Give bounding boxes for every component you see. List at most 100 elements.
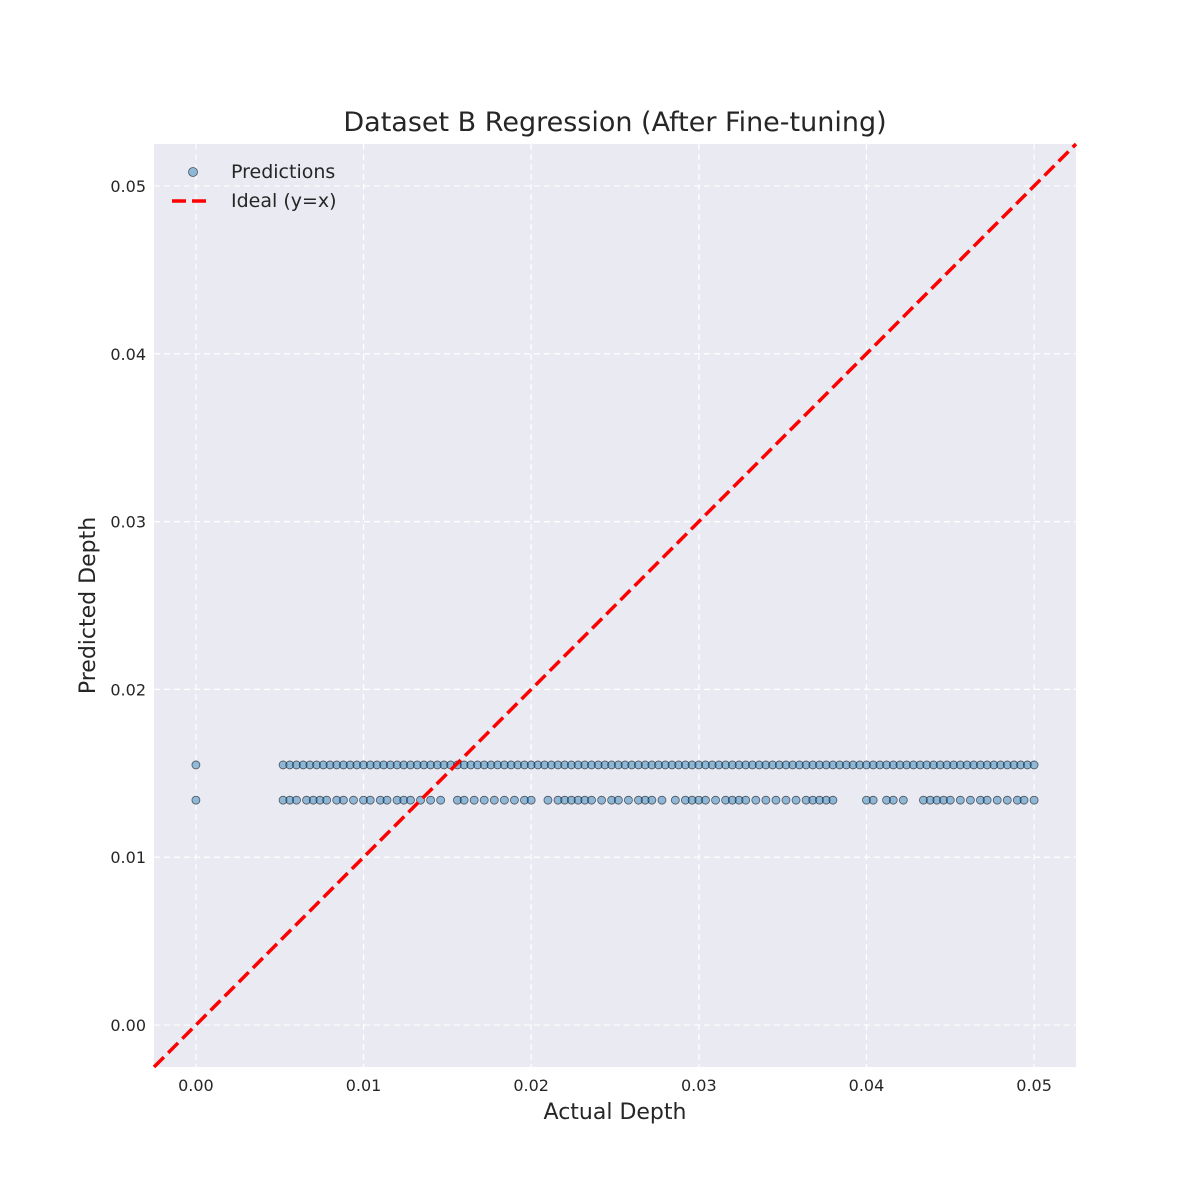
prediction-point <box>969 760 979 770</box>
prediction-point <box>365 795 375 805</box>
prediction-point <box>627 760 637 770</box>
prediction-point <box>992 795 1002 805</box>
prediction-point <box>345 760 355 770</box>
prediction-point <box>895 760 905 770</box>
prediction-point <box>976 760 985 770</box>
prediction-point <box>694 795 704 805</box>
prediction-point <box>533 760 543 770</box>
prediction-point <box>727 795 737 805</box>
prediction-point <box>453 795 462 805</box>
prediction-point <box>919 795 928 805</box>
y-tick-label: 0.03 <box>110 513 146 532</box>
prediction-point <box>781 795 791 805</box>
prediction-point <box>298 760 308 770</box>
prediction-point <box>325 760 335 770</box>
prediction-point <box>754 760 764 770</box>
prediction-point <box>989 760 999 770</box>
x-tick-label: 0.01 <box>346 1076 382 1095</box>
prediction-point <box>915 760 925 770</box>
prediction-point <box>929 760 938 770</box>
prediction-point <box>607 760 617 770</box>
prediction-point <box>191 795 201 805</box>
prediction-point <box>560 795 570 805</box>
prediction-point <box>315 795 325 805</box>
prediction-point <box>292 795 301 805</box>
y-tick-label: 0.01 <box>110 848 146 867</box>
y-tick-label: 0.04 <box>110 345 146 364</box>
prediction-point <box>828 760 838 770</box>
prediction-point <box>620 760 630 770</box>
prediction-point <box>976 795 985 805</box>
prediction-point <box>506 760 516 770</box>
prediction-point <box>285 760 295 770</box>
y-tick-labels: 0.00 0.01 0.02 0.03 0.04 0.05 <box>110 177 146 1035</box>
prediction-point <box>540 760 549 770</box>
prediction-point <box>694 760 704 770</box>
prediction-point <box>278 795 288 805</box>
y-tick-label: 0.00 <box>110 1016 146 1035</box>
y-axis-label: Predicted Depth <box>76 517 101 694</box>
prediction-point <box>510 795 519 805</box>
prediction-point <box>486 760 496 770</box>
prediction-point <box>375 795 385 805</box>
prediction-point <box>647 760 657 770</box>
prediction-point <box>469 795 479 805</box>
prediction-point <box>935 760 945 770</box>
prediction-point <box>1029 760 1039 770</box>
prediction-point <box>573 760 583 770</box>
prediction-point <box>587 795 596 805</box>
prediction-point <box>634 760 643 770</box>
prediction-point <box>459 795 469 805</box>
prediction-point <box>573 795 583 805</box>
prediction-point <box>734 795 744 805</box>
prediction-point <box>493 760 503 770</box>
prediction-point <box>567 795 576 805</box>
prediction-point <box>526 795 536 805</box>
prediction-point <box>721 760 731 770</box>
prediction-point <box>701 795 710 805</box>
prediction-point <box>815 760 824 770</box>
prediction-point <box>580 795 590 805</box>
prediction-point <box>1019 795 1029 805</box>
prediction-point <box>587 760 596 770</box>
prediction-point <box>385 760 395 770</box>
prediction-point <box>1009 760 1019 770</box>
ideal-line-group <box>152 142 1078 1069</box>
prediction-point <box>379 760 389 770</box>
prediction-point <box>419 760 429 770</box>
prediction-point <box>862 795 871 805</box>
prediction-point <box>828 795 838 805</box>
prediction-point <box>372 760 382 770</box>
prediction-point <box>312 760 322 770</box>
x-tick-label: 0.04 <box>849 1076 885 1095</box>
prediction-point <box>339 795 348 805</box>
prediction-point <box>801 760 811 770</box>
y-tick-label: 0.05 <box>110 177 146 196</box>
prediction-point <box>801 795 811 805</box>
prediction-point <box>949 760 959 770</box>
prediction-point <box>526 760 536 770</box>
x-tick-label: 0.02 <box>513 1076 549 1095</box>
prediction-point <box>339 760 348 770</box>
prediction-point <box>473 760 482 770</box>
prediction-point <box>862 760 871 770</box>
grid-lines <box>154 144 1076 1067</box>
prediction-point <box>412 760 422 770</box>
prediction-point <box>654 760 663 770</box>
prediction-point <box>416 795 425 805</box>
prediction-point <box>660 760 670 770</box>
prediction-point <box>808 760 818 770</box>
prediction-point <box>406 795 415 805</box>
prediction-point <box>432 760 442 770</box>
x-tick-labels: 0.00 0.01 0.02 0.03 0.04 0.05 <box>178 1076 1052 1095</box>
prediction-point <box>1029 795 1039 805</box>
prediction-point <box>982 760 992 770</box>
prediction-point <box>741 760 751 770</box>
prediction-point <box>962 760 972 770</box>
prediction-point <box>191 760 201 770</box>
prediction-point <box>670 795 680 805</box>
prediction-point <box>955 795 965 805</box>
prediction-point <box>436 795 446 805</box>
